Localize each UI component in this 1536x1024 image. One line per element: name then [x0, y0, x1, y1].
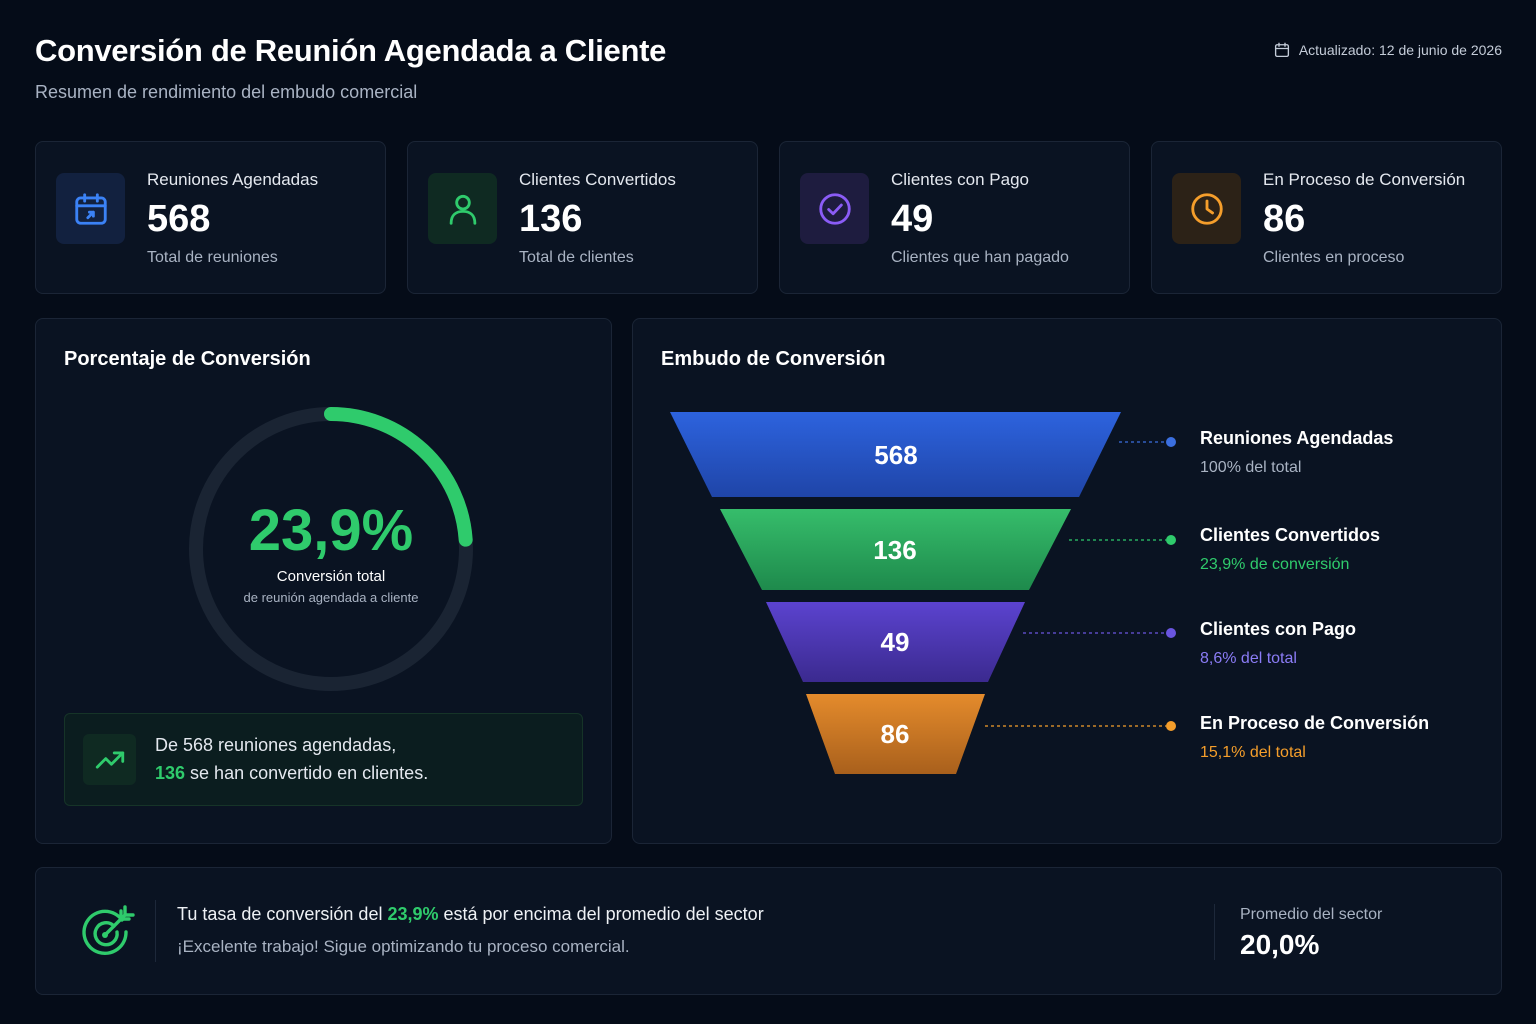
- summary-line-2: 136 se han convertido en clientes.: [155, 763, 428, 784]
- kpi-icon-box: [800, 173, 869, 244]
- clock-icon: [1190, 192, 1223, 225]
- summary-line-1: De 568 reuniones agendadas,: [155, 735, 397, 755]
- funnel-value: 136: [873, 535, 916, 565]
- page-title: Conversión de Reunión Agendada a Cliente: [35, 33, 667, 68]
- kpi-label: Clientes con Pago: [891, 170, 1029, 189]
- stage-sub: 23,9% de conversión: [1200, 556, 1350, 573]
- summary-rest: se han convertido en clientes.: [185, 763, 429, 783]
- summary-highlight: 136: [155, 763, 186, 783]
- kpi-sub: Clientes que han pagado: [891, 249, 1069, 266]
- funnel-dot: [1166, 535, 1176, 545]
- benchmark-banner: Tu tasa de conversión del 23,9% está por…: [35, 867, 1502, 995]
- gauge-progress: [324, 407, 473, 547]
- conversion-sublabel: de reunión agendada a cliente: [243, 590, 419, 605]
- banner-message-suffix: está por encima del promedio del sector: [438, 904, 764, 924]
- trending-up-icon: [95, 751, 124, 768]
- last-updated-text: Actualizado: 12 de junio de 2026: [1298, 42, 1502, 58]
- kpi-sub: Clientes en proceso: [1263, 249, 1405, 266]
- stage-name: En Proceso de Conversión: [1200, 713, 1430, 733]
- kpi-label: Reuniones Agendadas: [147, 170, 319, 189]
- kpi-label: Clientes Convertidos: [519, 170, 676, 189]
- last-updated: Actualizado: 12 de junio de 2026: [1273, 41, 1502, 59]
- funnel-dot: [1166, 437, 1176, 447]
- kpi-sub: Total de reuniones: [147, 249, 278, 266]
- funnel-panel: Embudo de Conversión 568 136 49 86: [632, 318, 1502, 844]
- funnel-segment-proceso: [806, 694, 985, 774]
- kpi-icon-box: [1172, 173, 1241, 244]
- banner-message-prefix: Tu tasa de conversión del: [177, 904, 388, 924]
- kpi-value: 136: [519, 198, 583, 240]
- funnel-dot: [1166, 628, 1176, 638]
- stage-sub: 8,6% del total: [1200, 650, 1297, 667]
- kpi-icon-box: [428, 173, 497, 244]
- stage-name: Reuniones Agendadas: [1200, 428, 1394, 448]
- banner-message: Tu tasa de conversión del 23,9% está por…: [177, 904, 764, 925]
- conversion-label: Conversión total: [276, 568, 386, 585]
- conversion-panel: Porcentaje de Conversión 23,9% Conversió…: [35, 318, 612, 844]
- conversion-summary: De 568 reuniones agendadas, 136 se han c…: [64, 713, 583, 806]
- check-circle-icon: [818, 192, 851, 225]
- user-icon: [449, 194, 476, 225]
- conversion-gauge: [189, 407, 473, 691]
- kpi-value: 86: [1263, 198, 1306, 240]
- conversion-percent: 23,9%: [248, 498, 414, 563]
- funnel-segment-reuniones: [670, 412, 1121, 497]
- page-subtitle: Resumen de rendimiento del embudo comerc…: [35, 82, 418, 102]
- panel-title: Porcentaje de Conversión: [64, 348, 311, 370]
- funnel-value: 49: [881, 627, 910, 657]
- funnel-segment-pago: [766, 602, 1025, 682]
- panel-title: Embudo de Conversión: [661, 348, 886, 370]
- target-icon: [82, 905, 135, 956]
- banner-submessage: ¡Excelente trabajo! Sigue optimizando tu…: [177, 937, 630, 956]
- funnel-dot: [1166, 721, 1176, 731]
- banner-highlight: 23,9%: [387, 904, 439, 924]
- funnel-value: 86: [881, 719, 910, 749]
- kpi-card-proceso: En Proceso de Conversión 86 Clientes en …: [1151, 141, 1502, 294]
- sector-average-label: Promedio del sector: [1240, 906, 1383, 923]
- sector-average-value: 20,0%: [1240, 929, 1320, 960]
- calendar-icon: [74, 192, 107, 225]
- banner-divider: [1214, 904, 1215, 960]
- stage-sub: 100% del total: [1200, 459, 1302, 476]
- stage-sub: 15,1% del total: [1200, 744, 1306, 761]
- kpi-label: En Proceso de Conversión: [1263, 170, 1466, 189]
- banner-divider: [155, 900, 156, 962]
- stage-name: Clientes con Pago: [1200, 619, 1357, 639]
- kpi-icon-box: [56, 173, 125, 244]
- kpi-value: 568: [147, 198, 211, 240]
- kpi-value: 49: [891, 198, 934, 240]
- kpi-card-clientes: Clientes Convertidos 136 Total de client…: [407, 141, 758, 294]
- kpi-card-pago: Clientes con Pago 49 Clientes que han pa…: [779, 141, 1130, 294]
- funnel-value: 568: [874, 440, 917, 470]
- stage-name: Clientes Convertidos: [1200, 525, 1381, 545]
- kpi-sub: Total de clientes: [519, 249, 634, 266]
- funnel-chart: 568 136 49 86: [670, 412, 1176, 774]
- kpi-card-reuniones: Reuniones Agendadas 568 Total de reunion…: [35, 141, 386, 294]
- funnel-segment-clientes: [720, 509, 1071, 590]
- calendar-icon: [1274, 42, 1289, 58]
- summary-icon-box: [83, 734, 136, 785]
